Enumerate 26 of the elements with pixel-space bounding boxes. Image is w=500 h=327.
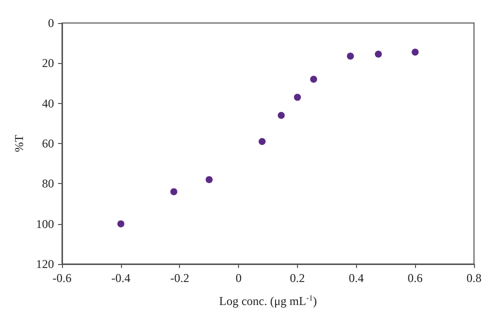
y-tick-label: 40 bbox=[42, 96, 54, 110]
y-tick-label: 60 bbox=[42, 136, 54, 150]
point bbox=[346, 52, 354, 60]
y-tick-label: 100 bbox=[36, 216, 54, 231]
y-tick-label: 120 bbox=[36, 257, 54, 271]
point bbox=[258, 138, 266, 145]
x-tick-label: 0.2 bbox=[290, 271, 305, 285]
y-tick-label: 0 bbox=[48, 16, 54, 30]
point bbox=[170, 188, 178, 196]
point bbox=[206, 176, 213, 184]
y-tick-label: 20 bbox=[42, 56, 54, 70]
x-tick-label: 0.4 bbox=[348, 271, 364, 285]
x-tick-label: -0.4 bbox=[111, 271, 130, 285]
x-tick-label: 0.6 bbox=[408, 271, 423, 285]
point bbox=[278, 112, 285, 119]
x-tick-label: 0 bbox=[236, 271, 242, 285]
x-tick-label: 0.8 bbox=[466, 271, 482, 285]
point bbox=[117, 220, 124, 228]
x-tick-label: -0.6 bbox=[52, 271, 72, 285]
point bbox=[310, 76, 318, 83]
y-axis-title: %T bbox=[12, 134, 26, 152]
point bbox=[374, 50, 382, 58]
point bbox=[294, 94, 301, 101]
point bbox=[412, 48, 419, 56]
y-tick-label: 80 bbox=[42, 176, 54, 191]
x-tick-label: -0.2 bbox=[170, 271, 190, 285]
